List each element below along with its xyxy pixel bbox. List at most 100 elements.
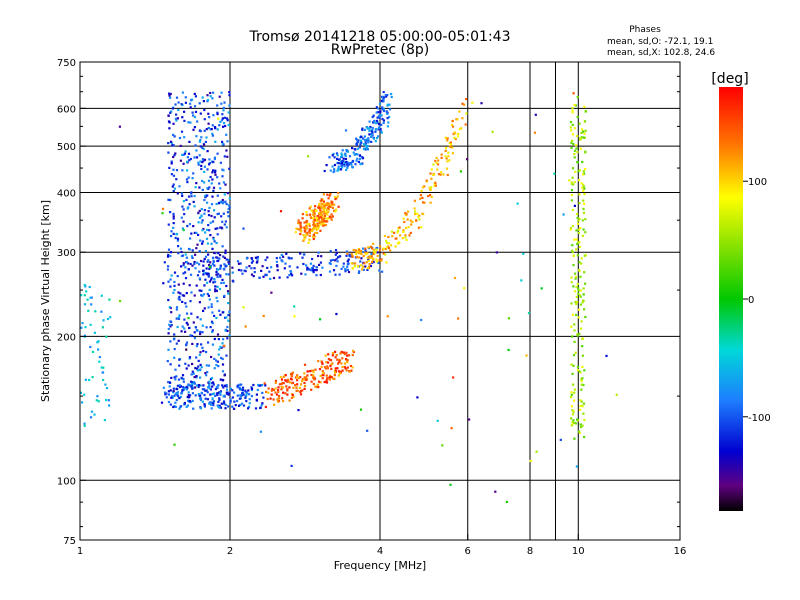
data-point <box>252 275 255 278</box>
data-point <box>227 111 230 114</box>
data-point <box>178 407 181 410</box>
data-point <box>189 157 192 161</box>
data-point <box>305 233 308 236</box>
data-point <box>175 308 178 311</box>
data-point <box>302 226 305 229</box>
data-point <box>264 384 267 387</box>
data-point <box>322 222 325 225</box>
data-point <box>351 267 354 270</box>
data-point <box>261 384 264 387</box>
data-point <box>170 110 173 113</box>
data-point <box>204 255 208 258</box>
data-point <box>207 272 210 275</box>
data-point <box>576 115 579 119</box>
data-point <box>173 333 176 336</box>
data-point <box>192 172 195 175</box>
data-point <box>172 291 175 294</box>
data-point <box>308 213 312 216</box>
data-point <box>207 224 210 227</box>
data-point <box>180 250 183 254</box>
data-point <box>572 143 575 146</box>
data-point <box>409 231 412 234</box>
data-point <box>174 378 177 381</box>
data-point <box>347 163 350 166</box>
data-point <box>250 387 254 390</box>
data-point <box>286 276 289 279</box>
data-point <box>174 236 177 240</box>
data-point <box>186 395 189 399</box>
data-point <box>193 376 196 379</box>
data-point <box>345 369 348 372</box>
data-point <box>452 376 455 379</box>
data-point <box>359 260 362 263</box>
data-point <box>175 178 178 181</box>
data-point <box>299 393 303 396</box>
data-point <box>579 138 582 141</box>
data-point <box>234 404 237 407</box>
data-point <box>215 363 218 367</box>
data-point <box>312 217 315 220</box>
data-point <box>282 400 285 403</box>
data-point <box>214 227 217 230</box>
data-point <box>274 391 277 394</box>
data-point <box>378 259 381 262</box>
data-point <box>179 159 182 162</box>
data-point <box>310 373 313 377</box>
data-point <box>396 242 399 245</box>
data-point <box>223 101 226 104</box>
data-point <box>277 397 280 400</box>
data-point <box>379 127 382 131</box>
data-point <box>387 235 390 239</box>
data-point <box>360 264 363 267</box>
data-point <box>582 211 586 214</box>
data-point <box>368 263 371 266</box>
data-point <box>276 269 279 272</box>
data-point <box>294 231 297 234</box>
data-point <box>579 399 582 402</box>
data-point <box>275 257 278 260</box>
data-point <box>206 228 209 231</box>
data-point <box>212 381 215 384</box>
data-point <box>582 170 585 173</box>
data-point <box>227 215 230 218</box>
data-point <box>207 259 210 262</box>
data-point <box>360 252 363 255</box>
data-point <box>167 120 171 123</box>
data-point <box>372 260 375 264</box>
data-point <box>168 323 171 326</box>
data-point <box>216 233 219 236</box>
data-point <box>177 108 180 112</box>
data-point <box>347 258 350 261</box>
data-point <box>358 154 361 157</box>
data-point <box>386 117 389 120</box>
data-point <box>371 257 375 260</box>
data-point <box>256 255 259 259</box>
data-point <box>211 256 215 259</box>
data-point <box>169 340 172 343</box>
data-point <box>236 386 239 389</box>
data-point <box>211 134 214 137</box>
data-point <box>309 269 312 272</box>
data-point <box>312 376 315 379</box>
data-point <box>583 254 586 257</box>
data-point <box>402 229 405 232</box>
data-point <box>384 94 387 97</box>
data-point <box>420 318 423 322</box>
data-point <box>185 388 188 391</box>
data-point <box>221 370 225 373</box>
data-point <box>571 208 574 211</box>
data-point <box>449 483 452 486</box>
data-point <box>202 269 205 272</box>
data-point <box>394 245 397 248</box>
data-point <box>175 342 178 345</box>
data-point <box>314 223 317 226</box>
data-point <box>266 266 269 269</box>
data-point <box>211 132 214 135</box>
data-point <box>578 122 581 125</box>
data-point <box>330 218 333 221</box>
data-point <box>451 120 454 123</box>
data-point <box>335 257 338 260</box>
data-point <box>575 295 578 299</box>
data-point <box>168 94 171 97</box>
data-point <box>582 185 585 188</box>
